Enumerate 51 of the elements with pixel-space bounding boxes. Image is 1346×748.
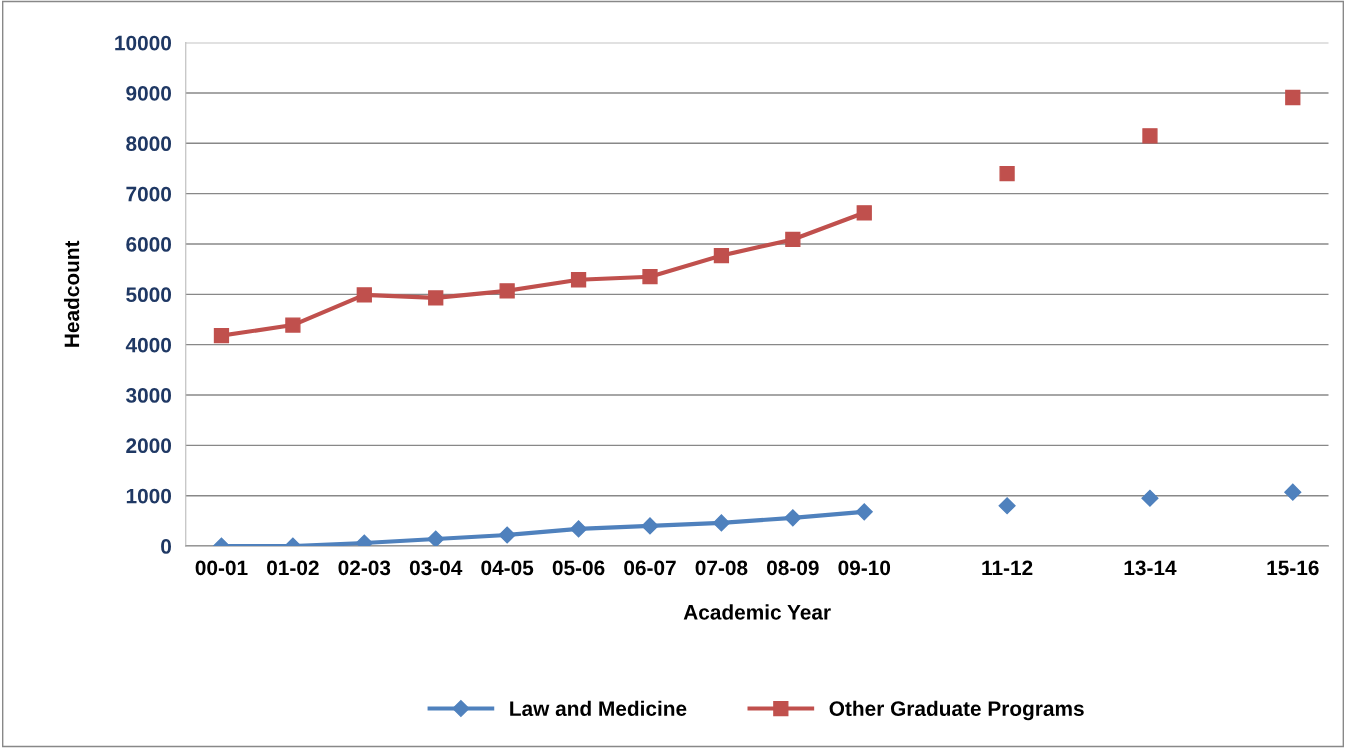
point — [1142, 128, 1158, 144]
x-tick-label: 07-08 — [695, 560, 748, 576]
point — [570, 520, 588, 538]
point — [855, 503, 873, 521]
y-tick-label: 9000 — [126, 85, 172, 101]
point — [785, 231, 801, 248]
point — [499, 283, 515, 299]
y-tick-label: 7000 — [126, 186, 172, 202]
point — [570, 272, 587, 288]
point — [998, 497, 1016, 515]
point — [999, 165, 1015, 182]
x-tick-label: 08-09 — [767, 560, 819, 576]
x-tick-label: 04-05 — [481, 560, 534, 576]
point — [713, 247, 730, 264]
point — [856, 205, 872, 221]
x-tick-label: 03-04 — [409, 560, 463, 576]
point — [213, 327, 230, 344]
point — [1284, 483, 1302, 501]
x-tick-label: 02-03 — [338, 560, 391, 576]
y-tick-label: 0 — [161, 539, 172, 554]
x-tick-label: 01-02 — [267, 560, 319, 576]
y-tick-label: 8000 — [126, 136, 172, 152]
point — [1285, 89, 1301, 106]
x-tick-label: 00-01 — [195, 560, 248, 576]
x-axis-title: Academic Year — [683, 604, 831, 620]
point — [498, 526, 516, 544]
x-tick-label: 15-16 — [1267, 560, 1319, 576]
point — [712, 514, 730, 532]
point — [427, 530, 445, 547]
legend-label: Other Graduate Programs — [829, 700, 1084, 721]
x-tick-label: 05-06 — [552, 560, 605, 576]
x-tick-label: 09-10 — [838, 560, 891, 576]
y-axis-title: Headcount — [63, 240, 80, 347]
y-tick-label: 1000 — [126, 488, 172, 504]
y-tick-label: 5000 — [126, 287, 172, 303]
point — [642, 269, 658, 285]
y-tick-label: 4000 — [125, 337, 172, 353]
x-tick-label: 06-07 — [624, 560, 676, 576]
x-tick-label: 13-14 — [1124, 560, 1177, 576]
point — [784, 509, 802, 527]
point — [285, 317, 301, 333]
x-tick-label: 11-12 — [982, 560, 1033, 576]
point — [428, 290, 444, 306]
point — [641, 517, 659, 535]
y-tick-label: 3000 — [126, 388, 172, 403]
y-tick-label: 10000 — [115, 35, 172, 51]
point — [1141, 489, 1159, 507]
y-tick-label: 2000 — [126, 438, 172, 454]
point — [356, 287, 372, 303]
legend-label: Law and Medicine — [510, 700, 687, 717]
y-tick-label: 6000 — [126, 237, 172, 252]
